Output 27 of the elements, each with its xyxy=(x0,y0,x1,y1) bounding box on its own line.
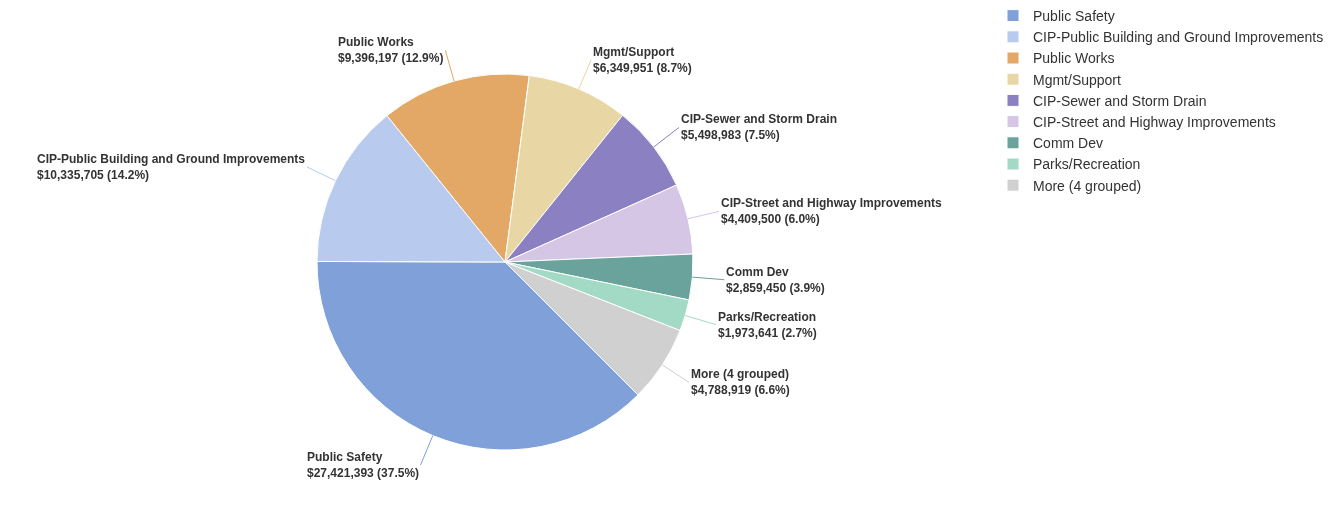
slice-label: Comm Dev xyxy=(726,265,790,279)
data-label: $4,788,919 (6.6%) xyxy=(691,382,790,397)
slice-label: Parks/Recreation xyxy=(718,310,817,324)
slice-label: Public Works xyxy=(338,35,415,49)
data-label: $10,335,705 (14.2%) xyxy=(37,167,150,182)
legend-label: More (4 grouped) xyxy=(1033,177,1142,194)
legend-label: Public Safety xyxy=(1033,8,1115,25)
slice-label: CIP-Sewer and Storm Drain xyxy=(681,112,838,126)
slice-label: CIP-Public Building and Ground Improvements xyxy=(37,152,306,166)
legend-label: Comm Dev xyxy=(1033,135,1104,152)
data-label: $27,421,393 (37.5%) xyxy=(307,465,420,480)
legend-label: CIP-Public Building and Ground Improvements xyxy=(1033,29,1324,46)
data-label: $6,349,951 (8.7%) xyxy=(593,60,692,75)
data-label: $2,859,450 (3.9%) xyxy=(726,280,825,295)
data-label: $9,396,197 (12.9%) xyxy=(338,50,444,65)
data-label: $4,409,500 (6.0%) xyxy=(721,211,820,226)
slice-label: More (4 grouped) xyxy=(691,367,789,381)
slice-label: Mgmt/Support xyxy=(593,45,675,59)
legend-label: Mgmt/Support xyxy=(1033,71,1122,88)
slice-label: Public Safety xyxy=(307,450,383,464)
legend-label: CIP-Sewer and Storm Drain xyxy=(1033,92,1207,109)
slice-label: CIP-Street and Highway Improvements xyxy=(721,196,943,210)
legend-label: CIP-Street and Highway Improvements xyxy=(1033,114,1276,131)
data-label: $5,498,983 (7.5%) xyxy=(681,127,780,142)
data-label: $1,973,641 (2.7%) xyxy=(718,325,817,340)
legend-label: Parks/Recreation xyxy=(1033,156,1141,173)
legend-label: Public Works xyxy=(1033,50,1115,67)
